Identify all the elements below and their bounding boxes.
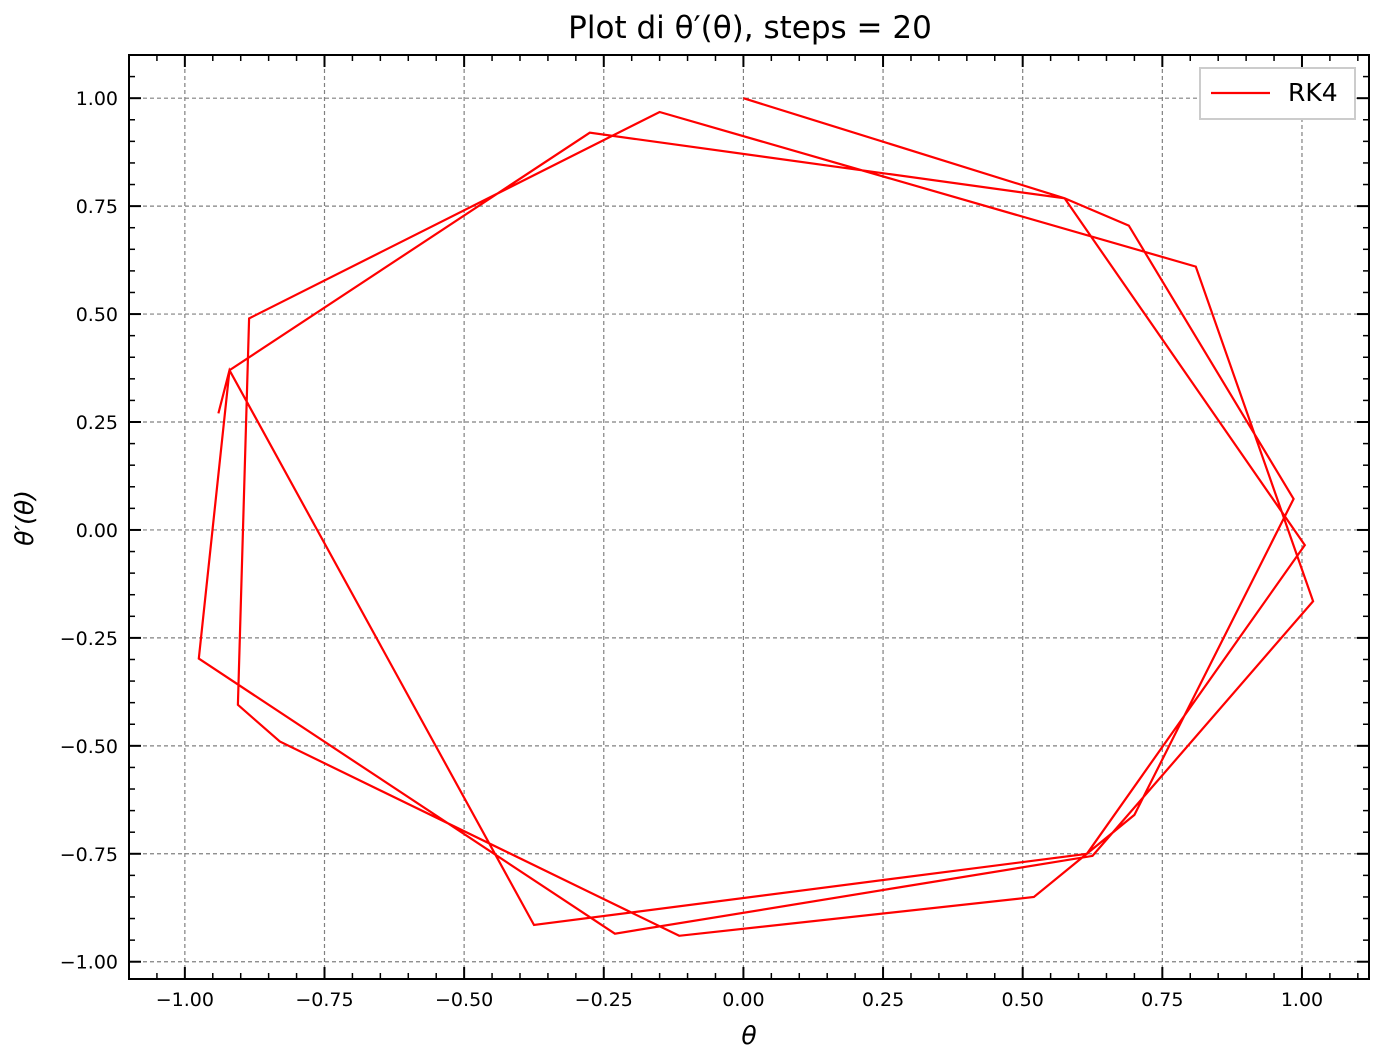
- y-tick-label: −0.75: [60, 844, 118, 866]
- y-tick-label: −0.50: [60, 736, 118, 758]
- x-tick-label: 0.75: [1141, 989, 1183, 1011]
- x-tick-label: 0.50: [1002, 989, 1044, 1011]
- x-tick-label: −0.75: [295, 989, 353, 1011]
- axis-ticks: [128, 54, 1369, 979]
- legend: RK4: [1199, 67, 1356, 120]
- y-tick-label: 0.50: [76, 304, 118, 326]
- x-tick-label: 1.00: [1281, 989, 1323, 1011]
- x-tick-label: 0.00: [722, 989, 764, 1011]
- y-tick-label: −1.00: [60, 952, 118, 974]
- chart-title: Plot di θ′(θ), steps = 20: [568, 10, 932, 46]
- y-tick-label: 1.00: [76, 88, 118, 110]
- y-tick-labels: 1.00 0.75 0.50 0.25 0.00 −0.25 −0.50 −0.75 −1.00: [60, 88, 118, 974]
- series-group: [197, 97, 1315, 937]
- legend-label-rk4: RK4: [1288, 78, 1338, 107]
- grid-lines: [129, 55, 1369, 979]
- x-tick-label: −1.00: [156, 989, 214, 1011]
- y-axis-label: θ′(θ): [10, 490, 39, 546]
- y-tick-label: 0.75: [76, 196, 118, 218]
- x-tick-label: 0.25: [862, 989, 904, 1011]
- plot-frame: [128, 54, 1370, 980]
- x-tick-label: −0.25: [575, 989, 633, 1011]
- x-tick-label: −0.50: [435, 989, 493, 1011]
- x-tick-labels: −1.00 −0.75 −0.50 −0.25 0.00 0.25 0.50 0.75 1.00: [156, 989, 1323, 1011]
- x-axis-label: θ: [741, 1021, 756, 1050]
- y-tick-label: 0.25: [76, 412, 118, 434]
- y-tick-label: 0.00: [76, 520, 118, 542]
- y-tick-label: −0.25: [60, 628, 118, 650]
- series-line-0: [197, 97, 1315, 937]
